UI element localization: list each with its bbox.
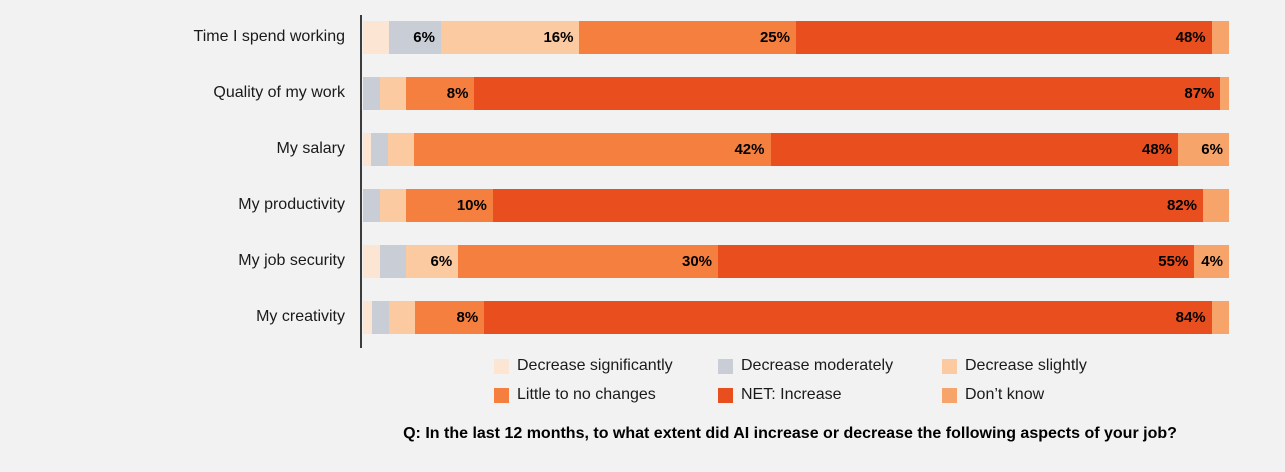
category-label: My creativity: [256, 308, 345, 325]
legend-label: Decrease moderately: [741, 357, 894, 374]
bar-segment: 87%: [474, 76, 1221, 110]
legend-swatch: [942, 358, 957, 374]
bar-segment: 48%: [795, 20, 1212, 54]
bar-segment: 82%: [492, 188, 1203, 222]
bar-segment: [1202, 188, 1229, 222]
legend-label: Decrease significantly: [517, 357, 673, 374]
bar-row: Quality of my work 8% 87%: [0, 65, 1285, 121]
legend-label: Don’t know: [965, 386, 1045, 403]
bar-track: 8% 84%: [363, 300, 1229, 334]
plot-area: Time I spend working 6% 16% 25% 48% Quality o…: [0, 9, 1285, 348]
bar-row: My job security 6% 30% 55% 4%: [0, 233, 1285, 289]
legend-item: Don’t know: [942, 386, 1166, 404]
bar-row: My salary 42% 48% 6%: [0, 121, 1285, 177]
data-label: 6%: [413, 28, 435, 46]
legend-item: Decrease moderately: [718, 357, 942, 375]
bar-segment: 4%: [1194, 244, 1229, 278]
bar-rows: Time I spend working 6% 16% 25% 48% Quality o…: [0, 9, 1285, 345]
bar-segment: [363, 300, 372, 334]
data-label: 48%: [1141, 140, 1173, 158]
bar-segment: [363, 20, 389, 54]
data-label: 87%: [1184, 84, 1215, 102]
bar-segment: [371, 132, 389, 166]
legend-label: Little to no changes: [517, 386, 656, 403]
legend-swatch: [718, 358, 733, 374]
bar-track: 6% 16% 25% 48%: [363, 20, 1229, 54]
bar-segment: [1211, 20, 1229, 54]
bar-track: 8% 87%: [363, 76, 1229, 110]
category-label: Quality of my work: [213, 84, 345, 101]
category-label: My productivity: [238, 196, 345, 213]
bar-segment: [380, 188, 407, 222]
legend-item: Decrease slightly: [942, 357, 1166, 375]
legend-label: Decrease slightly: [965, 357, 1087, 374]
bar-track: 10% 82%: [363, 188, 1229, 222]
bar-segment: [1220, 76, 1229, 110]
data-label: 10%: [456, 196, 487, 214]
bar-segment: 6%: [388, 20, 441, 54]
bar-segment: 42%: [413, 132, 771, 166]
bar-segment: 25%: [579, 20, 796, 54]
data-label: 8%: [456, 308, 479, 326]
category-label: My job security: [238, 252, 345, 269]
data-label: 42%: [734, 140, 765, 158]
bar-segment: [388, 132, 414, 166]
chart-question: Q: In the last 12 months, to what extent…: [403, 425, 1177, 442]
legend-item: Decrease significantly: [494, 357, 718, 375]
bar-segment: [371, 300, 389, 334]
data-label: 8%: [446, 84, 469, 102]
bar-segment: 48%: [770, 132, 1179, 166]
category-label: Time I spend working: [193, 28, 345, 45]
bar-segment: 6%: [406, 244, 459, 278]
legend-swatch: [494, 387, 509, 403]
data-label: 16%: [543, 28, 574, 46]
category-label: My salary: [276, 140, 345, 157]
bar-row: My creativity 8% 84%: [0, 289, 1285, 345]
data-label: 82%: [1166, 196, 1197, 214]
y-axis-line: [360, 15, 362, 348]
data-label: 55%: [1158, 252, 1189, 270]
bar-segment: [388, 300, 415, 334]
bar-segment: 8%: [405, 76, 475, 110]
data-label: 4%: [1201, 252, 1223, 270]
bar-track: 42% 48% 6%: [363, 132, 1229, 166]
bar-segment: [363, 132, 372, 166]
legend-swatch: [718, 387, 733, 403]
legend-swatch: [494, 358, 509, 374]
legend-swatch: [942, 387, 957, 403]
bar-row: My productivity 10% 82%: [0, 177, 1285, 233]
bar-segment: [363, 76, 381, 110]
data-label: 84%: [1175, 308, 1206, 326]
data-label: 48%: [1175, 28, 1206, 46]
legend-label: NET: Increase: [741, 386, 842, 403]
bar-segment: 84%: [484, 300, 1212, 334]
data-label: 6%: [1201, 140, 1223, 158]
legend: Decrease significantly Decrease moderatel…: [494, 357, 1285, 404]
bar-segment: [363, 188, 381, 222]
bar-segment: 16%: [440, 20, 580, 54]
bar-segment: [1211, 300, 1229, 334]
bar-segment: 30%: [458, 244, 719, 278]
bar-segment: 10%: [406, 188, 493, 222]
data-label: 25%: [759, 28, 790, 46]
bar-segment: [380, 244, 407, 278]
data-label: 30%: [682, 252, 713, 270]
legend-item: NET: Increase: [718, 386, 942, 404]
bar-segment: 8%: [414, 300, 485, 334]
bar-segment: [363, 244, 381, 278]
bar-track: 6% 30% 55% 4%: [363, 244, 1229, 278]
bar-segment: 55%: [718, 244, 1195, 278]
bar-row: Time I spend working 6% 16% 25% 48%: [0, 9, 1285, 65]
legend-item: Little to no changes: [494, 386, 718, 404]
bar-segment: 6%: [1178, 132, 1229, 166]
data-label: 6%: [430, 252, 453, 270]
bar-segment: [380, 76, 406, 110]
